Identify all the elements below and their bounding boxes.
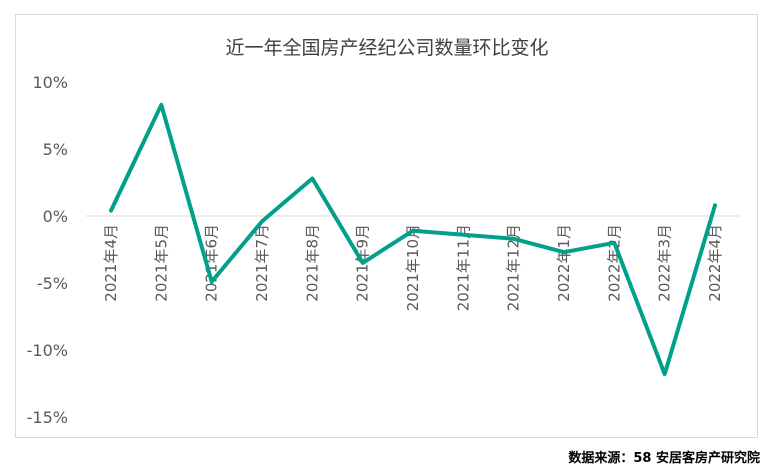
x-tick-label: 2021年11月 (454, 224, 472, 311)
chart-frame (15, 14, 758, 438)
y-tick-label: -15% (27, 408, 68, 427)
y-axis: 10% 5% 0% -5% -10% -15% (27, 73, 68, 427)
x-tick-label: 2021年5月 (152, 224, 170, 302)
y-tick-label: -5% (37, 274, 68, 293)
x-tick-label: 2021年12月 (505, 224, 523, 311)
x-tick-label: 2022年4月 (706, 224, 724, 302)
x-tick-label: 2021年6月 (203, 224, 221, 302)
y-tick-label: 0% (43, 207, 68, 226)
x-tick-label: 2022年3月 (656, 224, 674, 302)
x-tick-label: 2021年8月 (303, 224, 321, 302)
x-tick-label: 2021年7月 (253, 224, 271, 302)
series-group (109, 102, 717, 377)
x-tick-label: 2022年1月 (555, 224, 573, 302)
x-tick-label: 2021年4月 (102, 224, 120, 302)
x-axis: 2021年4月 2021年5月 2021年6月 2021年7月 2021年8月 2021年… (102, 224, 724, 311)
x-tick-label: 2021年10月 (404, 224, 422, 311)
chart-title: 近一年全国房产经纪公司数量环比变化 (225, 37, 549, 59)
y-tick-label: 10% (32, 73, 68, 92)
source-note: 数据来源：58 安居客房产研究院 (568, 451, 760, 466)
y-tick-label: 5% (43, 140, 68, 159)
y-tick-label: -10% (27, 341, 68, 360)
